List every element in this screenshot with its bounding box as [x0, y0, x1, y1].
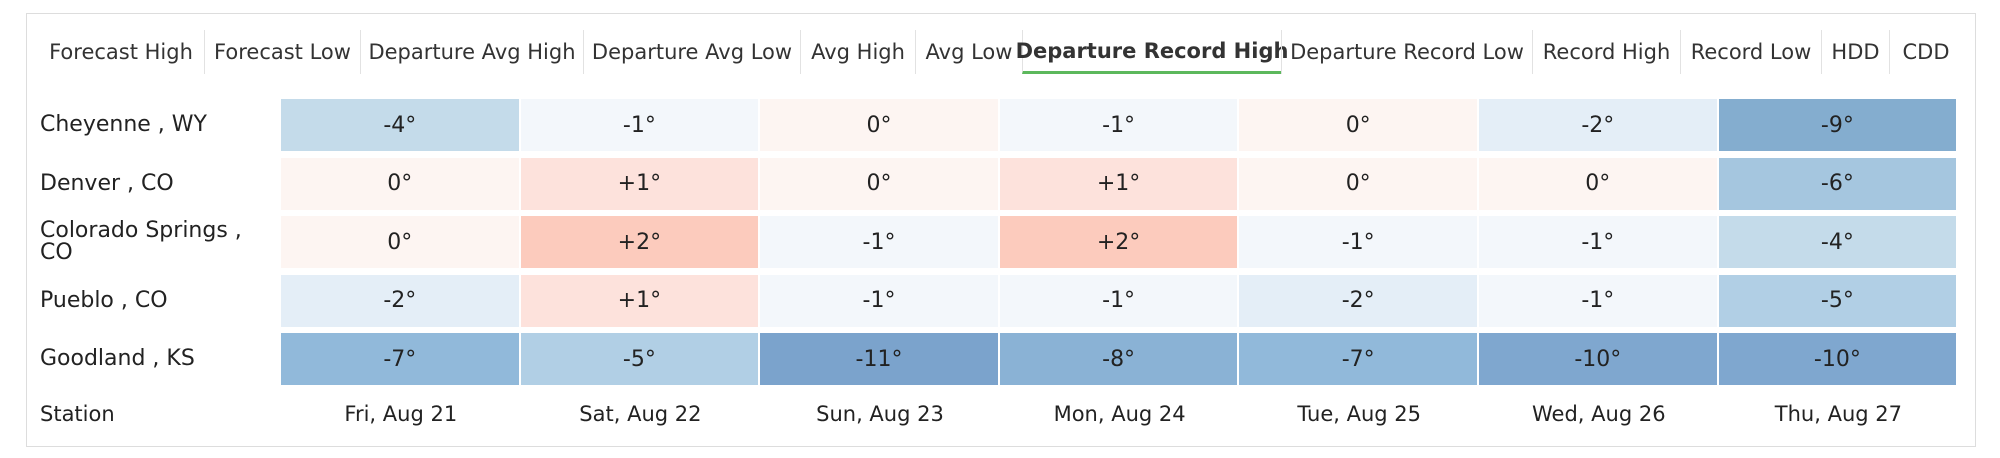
tab[interactable]: Avg High [800, 30, 915, 74]
temp-cell: -8° [999, 333, 1238, 385]
tab[interactable]: Record High [1532, 30, 1680, 74]
tab[interactable]: Forecast Low [204, 30, 360, 74]
temp-cell: -6° [1718, 157, 1957, 210]
date-label: Sat, Aug 22 [579, 401, 702, 426]
date-label: Tue, Aug 25 [1297, 401, 1421, 426]
date-label: Wed, Aug 26 [1532, 401, 1666, 426]
tab[interactable]: Forecast High [49, 40, 193, 64]
temp-cell: -4° [1718, 216, 1957, 268]
tab[interactable]: Departure Avg Low [583, 30, 800, 74]
temp-cell: +1° [520, 157, 759, 210]
tab[interactable]: Record Low [1680, 30, 1821, 74]
date-label: Fri, Aug 21 [344, 401, 458, 426]
widget-frame [26, 13, 1976, 447]
temp-cell: -1° [760, 216, 998, 268]
temp-cell: -1° [520, 99, 759, 151]
temp-cell: -9° [1718, 99, 1957, 151]
temp-cell: -1° [760, 274, 998, 327]
tab[interactable]: Departure Record High [1016, 30, 1288, 74]
temp-cell: +1° [999, 157, 1238, 210]
temp-cell: 0° [281, 216, 519, 268]
footer-label: Station [40, 401, 115, 426]
station-name: Pueblo , CO [40, 287, 168, 313]
temp-cell: -10° [1718, 333, 1957, 385]
temp-cell: +2° [999, 216, 1238, 268]
temp-cell: -5° [520, 333, 759, 385]
date-label: Mon, Aug 24 [1053, 401, 1186, 426]
date-label: Thu, Aug 27 [1774, 401, 1902, 426]
temp-cell: 0° [1239, 157, 1477, 210]
station-name: Colorado Springs , CO [40, 218, 242, 265]
temp-cell: -7° [281, 333, 519, 385]
temp-cell: -1° [1479, 216, 1717, 268]
temp-cell: 0° [760, 157, 998, 210]
station-name: Denver , CO [40, 170, 174, 196]
temp-cell: +1° [520, 274, 759, 327]
temp-cell: -1° [1479, 274, 1717, 327]
temp-cell: -2° [1239, 274, 1477, 327]
temp-cell: 0° [760, 99, 998, 151]
temp-cell: -4° [281, 99, 519, 151]
tab[interactable]: Departure Avg High [360, 30, 583, 74]
temp-cell: -2° [1479, 99, 1717, 151]
tab[interactable]: Avg Low [915, 30, 1022, 74]
station-name: Goodland , KS [40, 346, 195, 371]
tab[interactable]: Departure Record Low [1281, 30, 1532, 74]
temp-cell: 0° [1479, 157, 1717, 210]
temp-cell: -5° [1718, 274, 1957, 327]
temp-cell: -2° [281, 274, 519, 327]
temp-cell: -1° [999, 99, 1238, 151]
temp-cell: -1° [1239, 216, 1477, 268]
station-name: Cheyenne , WY [40, 112, 207, 137]
temp-cell: +2° [520, 216, 759, 268]
temp-cell: 0° [1239, 99, 1477, 151]
temp-cell: -10° [1479, 333, 1717, 385]
temp-cell: 0° [281, 157, 519, 210]
date-label: Sun, Aug 23 [816, 401, 944, 426]
tab[interactable]: CDD [1889, 30, 1962, 74]
temp-cell: -11° [760, 333, 998, 385]
temp-cell: -1° [999, 274, 1238, 327]
temp-cell: -7° [1239, 333, 1477, 385]
tab[interactable]: HDD [1821, 30, 1889, 74]
